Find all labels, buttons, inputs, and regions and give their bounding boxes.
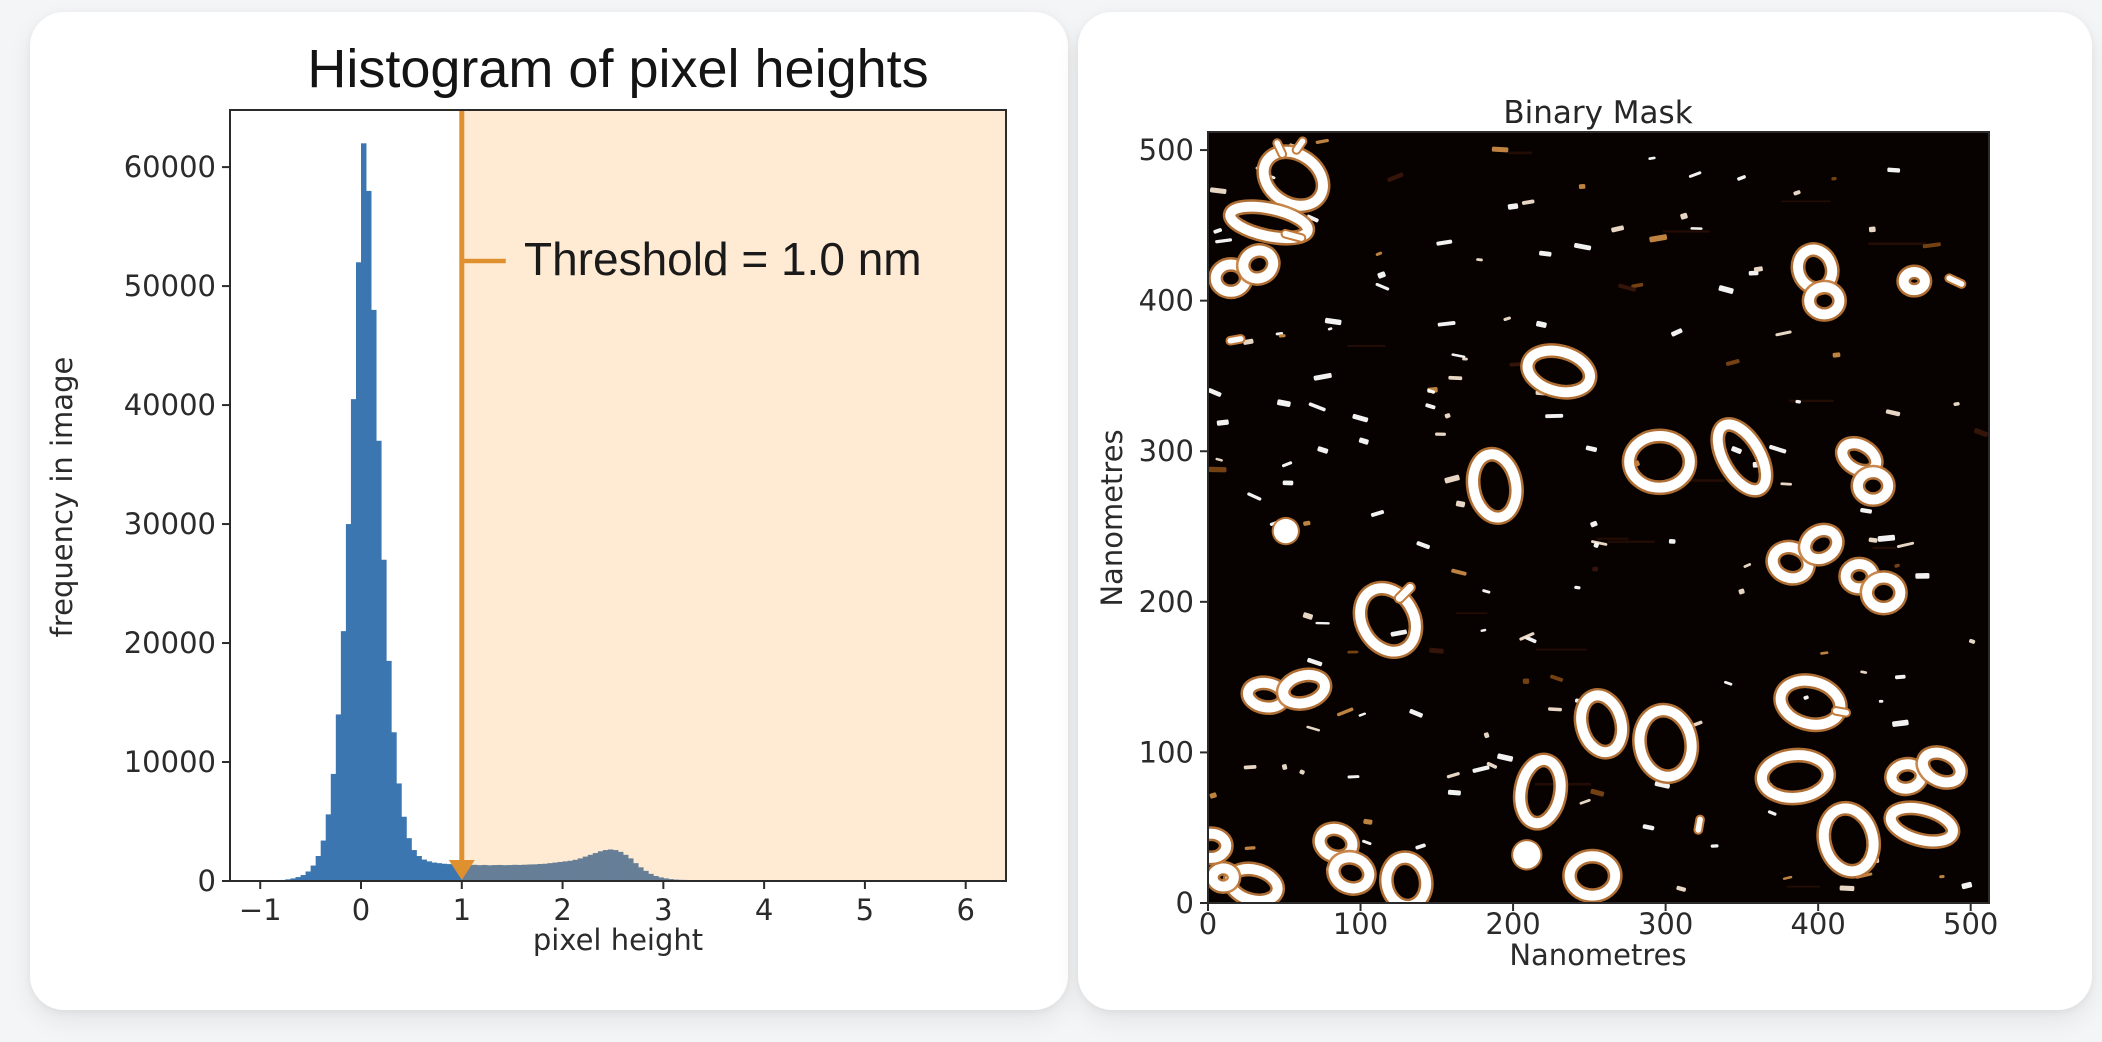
histogram-y-tick-label: 10000 <box>124 745 216 779</box>
mask-y-tick-label: 200 <box>1139 585 1194 619</box>
histogram-spines <box>229 109 1007 882</box>
histogram-y-tick-label: 0 <box>198 864 216 898</box>
threshold-annotation-text: Threshold = 1.0 nm <box>524 233 922 285</box>
histogram-title: Histogram of pixel heights <box>307 39 928 99</box>
histogram-x-tick-label: 2 <box>553 893 571 927</box>
mask-x-tick-label: 400 <box>1790 907 1845 941</box>
mask-x-tick-label: 500 <box>1943 907 1998 941</box>
histogram-x-tick-label: 1 <box>453 893 471 927</box>
histogram-x-tick-label: 4 <box>755 893 773 927</box>
mask-x-tick-label: 0 <box>1199 907 1217 941</box>
histogram-x-tick-label: 0 <box>352 893 370 927</box>
mask-x-tick-label: 200 <box>1485 907 1540 941</box>
mask-y-tick-label: 500 <box>1139 133 1194 167</box>
histogram-x-tick-label: 3 <box>654 893 672 927</box>
histogram-ylabel: frequency in image <box>45 357 79 638</box>
histogram-x-tick-label: −1 <box>239 893 282 927</box>
histogram-y-tick-label: 60000 <box>124 150 216 184</box>
mask-y-tick-label: 400 <box>1139 284 1194 318</box>
binary-mask-plot-area: 0 100 200 300 400 500 0 100 200 300 400 500 <box>1139 131 1999 941</box>
histogram-x-tick-label: 5 <box>856 893 874 927</box>
mask-x-tick-label: 100 <box>1333 907 1388 941</box>
mask-image-background <box>1208 132 1989 903</box>
mask-image-content <box>1208 136 1989 903</box>
binary-mask-card: 0 100 200 300 400 500 0 100 200 300 400 500 Binary … <box>1078 12 2092 1010</box>
histogram-ticks: −1 0 1 2 3 4 5 6 0 10000 20000 30000 40000 50000 60000 <box>124 150 975 927</box>
mask-ticks: 0 100 200 300 400 500 0 100 200 300 400 500 <box>1139 133 1999 941</box>
threshold-shaded-region <box>461 110 1006 881</box>
histogram-xlabel: pixel height <box>533 923 703 957</box>
histogram-x-tick-label: 6 <box>956 893 974 927</box>
binary-mask-xlabel: Nanometres <box>1509 938 1686 972</box>
histogram-y-tick-label: 50000 <box>124 269 216 303</box>
mask-spines <box>1207 131 1990 904</box>
binary-mask-title: Binary Mask <box>1503 95 1692 131</box>
histogram-card: −1 0 1 2 3 4 5 6 0 10000 20000 30000 40000 50000 60000… <box>30 12 1068 1010</box>
binary-mask-figure: 0 100 200 300 400 500 0 100 200 300 400 500 Binary … <box>1095 95 1999 972</box>
mask-y-tick-label: 0 <box>1176 886 1194 920</box>
histogram-figure: −1 0 1 2 3 4 5 6 0 10000 20000 30000 40000 50000 60000… <box>45 39 1007 957</box>
mask-x-tick-label: 300 <box>1638 907 1693 941</box>
histogram-plot-area: −1 0 1 2 3 4 5 6 0 10000 20000 30000 40000 50000 60000 <box>124 109 1007 927</box>
mask-y-tick-label: 100 <box>1139 735 1194 769</box>
threshold-arrowhead <box>448 860 475 880</box>
histogram-y-tick-label: 30000 <box>124 507 216 541</box>
histogram-y-tick-label: 20000 <box>124 626 216 660</box>
histogram-y-tick-label: 40000 <box>124 388 216 422</box>
mask-y-tick-label: 300 <box>1139 434 1194 468</box>
binary-mask-ylabel: Nanometres <box>1095 429 1129 606</box>
